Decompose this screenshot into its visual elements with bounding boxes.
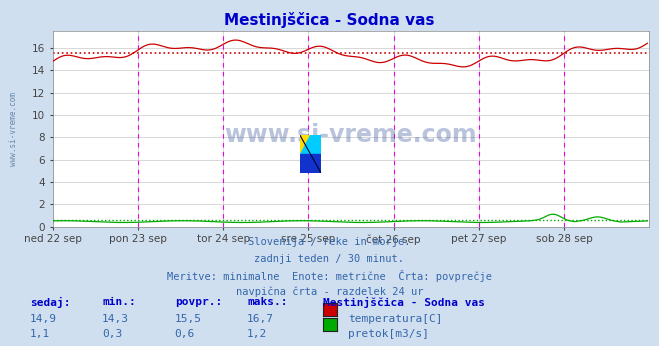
Text: navpična črta - razdelek 24 ur: navpična črta - razdelek 24 ur [236, 287, 423, 297]
Polygon shape [300, 135, 321, 154]
Text: 0,3: 0,3 [102, 329, 123, 339]
Text: 1,2: 1,2 [247, 329, 268, 339]
Text: www.si-vreme.com: www.si-vreme.com [225, 123, 477, 147]
Text: zadnji teden / 30 minut.: zadnji teden / 30 minut. [254, 254, 405, 264]
Text: 0,6: 0,6 [175, 329, 195, 339]
Text: 16,7: 16,7 [247, 314, 274, 324]
Text: 14,9: 14,9 [30, 314, 57, 324]
Text: pretok[m3/s]: pretok[m3/s] [348, 329, 429, 339]
Text: maks.:: maks.: [247, 297, 287, 307]
Text: povpr.:: povpr.: [175, 297, 222, 307]
Text: min.:: min.: [102, 297, 136, 307]
Text: temperatura[C]: temperatura[C] [348, 314, 442, 324]
Text: 15,5: 15,5 [175, 314, 202, 324]
Text: 14,3: 14,3 [102, 314, 129, 324]
Polygon shape [300, 154, 321, 173]
Text: Meritve: minimalne  Enote: metrične  Črta: povprečje: Meritve: minimalne Enote: metrične Črta:… [167, 270, 492, 282]
Text: Slovenija / reke in morje.: Slovenija / reke in morje. [248, 237, 411, 247]
Text: 1,1: 1,1 [30, 329, 50, 339]
Text: www.si-vreme.com: www.si-vreme.com [9, 92, 18, 166]
Polygon shape [300, 135, 310, 154]
Text: Mestinjščica - Sodna vas: Mestinjščica - Sodna vas [323, 297, 485, 308]
Text: Mestinjščica - Sodna vas: Mestinjščica - Sodna vas [224, 12, 435, 28]
Text: sedaj:: sedaj: [30, 297, 70, 308]
